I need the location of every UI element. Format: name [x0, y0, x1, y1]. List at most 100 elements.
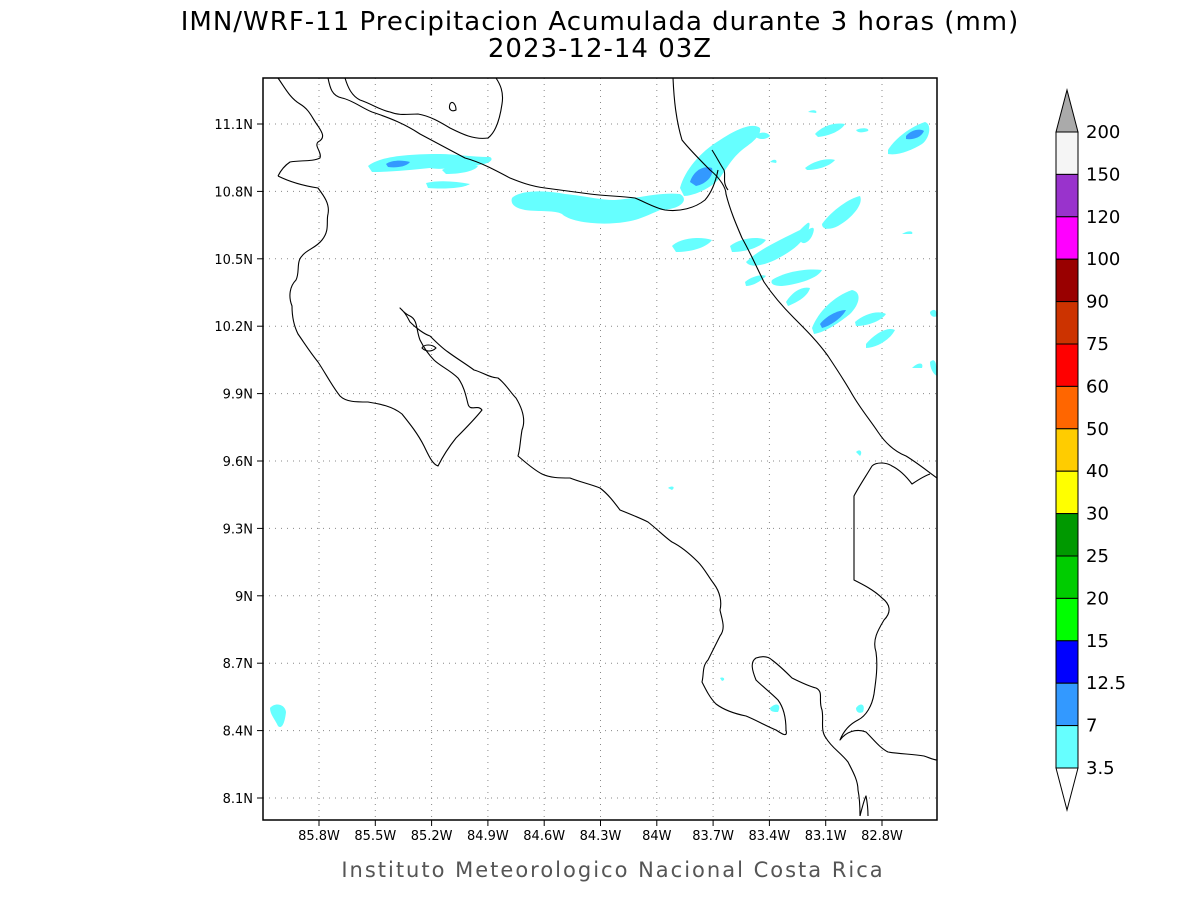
colorbar-under-triangle — [1055, 767, 1079, 812]
colorbar-label: 7 — [1086, 716, 1097, 737]
map-title: IMN/WRF-11 Precipitacion Acumulada duran… — [181, 7, 1020, 37]
colorbar-swatch — [1055, 428, 1079, 472]
lon-tick-label: 84.3W — [580, 829, 622, 844]
precip-area — [668, 486, 674, 490]
colorbar-swatch — [1055, 725, 1079, 769]
precip-area — [815, 123, 845, 137]
precip-area — [855, 312, 886, 326]
lat-tick-label: 9N — [235, 590, 253, 605]
lat-tick-label: 10.2N — [214, 320, 253, 335]
lat-tick-label: 9.6N — [223, 455, 253, 470]
island — [448, 101, 457, 112]
colorbar-label: 12.5 — [1086, 673, 1126, 694]
colorbar-over-triangle — [1055, 88, 1079, 133]
precip-area — [902, 231, 913, 234]
precip-area — [822, 196, 861, 229]
precip-area — [800, 227, 814, 244]
colorbar-swatch — [1055, 216, 1079, 260]
map-subtitle-date: 2023-12-14 03Z — [488, 34, 712, 64]
colorbar-swatch — [1055, 131, 1079, 175]
colorbar-label: 200 — [1086, 122, 1120, 143]
precip-area — [770, 704, 780, 712]
precip-area — [672, 238, 712, 252]
lon-tick-label: 83.1W — [805, 829, 847, 844]
coastline — [344, 77, 504, 139]
lat-tick-label: 9.9N — [223, 388, 253, 403]
precip-area — [856, 450, 862, 456]
precip-area — [730, 238, 766, 252]
colorbar-swatch — [1055, 470, 1079, 515]
coastline — [277, 175, 861, 817]
lat-tick-label: 8.7N — [223, 657, 253, 672]
lat-tick-label: 9.3N — [223, 522, 253, 537]
precip-area — [786, 287, 810, 306]
precip-area — [808, 110, 817, 113]
precip-area — [426, 181, 470, 189]
coastlines — [277, 77, 938, 817]
colorbar-label: 90 — [1086, 292, 1109, 313]
precip-area — [745, 275, 766, 286]
precip-core — [386, 160, 410, 168]
precip-area — [771, 269, 822, 286]
gridlines — [263, 78, 937, 820]
colorbar-label: 50 — [1086, 419, 1109, 440]
coastline — [859, 795, 869, 817]
precip-area — [270, 704, 286, 728]
precip-area — [770, 159, 777, 163]
colorbar-label: 3.5 — [1086, 758, 1115, 779]
lat-tick-label: 11.1N — [214, 118, 253, 133]
precip-area — [746, 222, 810, 266]
precipitation-field — [270, 110, 937, 728]
coastline — [421, 344, 437, 352]
colorbar-swatch — [1055, 301, 1079, 345]
precip-area — [912, 363, 923, 368]
colorbar-label: 15 — [1086, 631, 1109, 652]
border-line — [327, 77, 719, 212]
colorbar-label: 60 — [1086, 376, 1109, 397]
lon-tick-label: 84W — [642, 829, 672, 844]
lon-tick-label: 82.8W — [861, 829, 903, 844]
colorbar-label: 75 — [1086, 334, 1109, 355]
precip-area — [720, 677, 725, 681]
lon-tick-label: 83.4W — [748, 829, 790, 844]
colorbar-legend: 200 150 120 100 90 75 60 50 40 30 25 20 15 12.5 7 3.5 — [1055, 88, 1126, 812]
precip-area — [368, 154, 492, 172]
colorbar-label: 25 — [1086, 546, 1109, 567]
colorbar-swatch — [1055, 682, 1079, 727]
colorbar-label: 100 — [1086, 249, 1120, 270]
coastline — [711, 149, 729, 191]
colorbar-swatch — [1055, 597, 1079, 642]
precip-area — [866, 328, 895, 348]
lat-tick-label: 8.1N — [223, 792, 253, 807]
colorbar-label: 120 — [1086, 207, 1120, 228]
colorbar-swatch — [1055, 640, 1079, 684]
lon-tick-label: 85.2W — [411, 829, 453, 844]
precip-area — [930, 360, 937, 376]
precip-area — [442, 165, 478, 174]
colorbar-label: 40 — [1086, 461, 1109, 482]
colorbar-label: 150 — [1086, 164, 1120, 185]
colorbar-label: 30 — [1086, 504, 1109, 525]
lon-tick-label: 84.6W — [523, 829, 565, 844]
precip-area — [856, 704, 864, 713]
coastline — [672, 77, 938, 479]
precip-area — [511, 191, 684, 224]
lon-tick-label: 85.8W — [298, 829, 340, 844]
precip-area — [856, 128, 869, 133]
colorbar-swatch — [1055, 385, 1079, 430]
plot-area — [262, 77, 938, 821]
colorbar-swatch — [1055, 173, 1079, 218]
precip-core — [906, 129, 924, 140]
latitude-tick-labels: 11.1N 10.8N 10.5N 10.2N 9.9N 9.6N 9.3N 9N 8.7N 8.… — [214, 118, 263, 807]
lat-tick-label: 10.8N — [214, 185, 253, 200]
precip-area — [805, 159, 835, 170]
lon-tick-label: 85.5W — [354, 829, 396, 844]
lat-tick-label: 8.4N — [223, 725, 253, 740]
footer-credit: Instituto Meteorologico Nacional Costa R… — [341, 858, 884, 882]
coastline — [277, 77, 324, 177]
colorbar-swatch — [1055, 258, 1079, 303]
precip-area — [930, 309, 937, 317]
precip-area — [755, 132, 770, 139]
border-line — [839, 462, 938, 761]
colorbar-swatch — [1055, 343, 1079, 387]
